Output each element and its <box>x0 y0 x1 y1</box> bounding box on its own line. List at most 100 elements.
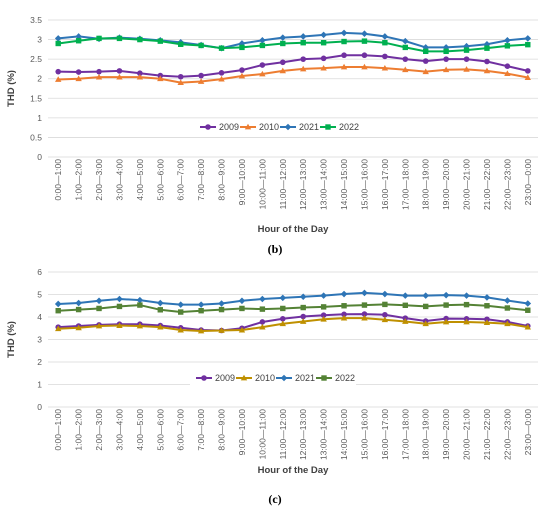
x-tick-label: 12:00—13:00 <box>298 409 308 460</box>
x-tick-label: 22:00—23:00 <box>502 159 512 210</box>
data-point <box>423 48 429 55</box>
data-point <box>157 323 164 330</box>
data-point <box>178 41 184 47</box>
series-line <box>58 303 528 314</box>
data-point <box>524 300 532 307</box>
data-point <box>279 67 286 74</box>
data-point <box>443 56 449 62</box>
data-point <box>340 63 348 70</box>
data-point <box>463 47 470 53</box>
data-point <box>382 311 388 318</box>
data-point <box>381 64 389 71</box>
y-tick-label: 6 <box>37 267 42 277</box>
x-axis-title: Hour of the Day <box>258 465 329 476</box>
data-point <box>463 292 470 299</box>
data-point <box>483 67 491 74</box>
legend-label: 2010 <box>259 122 279 132</box>
legend-marker <box>321 375 327 381</box>
legend-background <box>190 370 356 385</box>
data-point <box>136 322 144 329</box>
data-point <box>197 327 205 334</box>
y-tick-label: 4 <box>37 312 42 322</box>
data-point <box>320 40 327 46</box>
data-point <box>239 305 245 312</box>
chart-panel-c: 0 1 2 3 4 5 6 0:00—1:00 1:00—2:00 2:00—3:00 3:00—4… <box>6 267 538 506</box>
data-point <box>524 68 531 74</box>
data-point <box>300 313 307 320</box>
data-point <box>218 300 225 307</box>
data-point <box>320 64 327 71</box>
data-point <box>136 296 144 304</box>
data-point <box>137 302 143 308</box>
data-point <box>361 52 368 59</box>
x-tick-label: 5:00—6:00 <box>155 159 165 201</box>
data-point <box>54 300 62 308</box>
series-2010 <box>55 314 531 334</box>
data-point <box>96 68 102 75</box>
data-point <box>218 45 225 51</box>
y-tick-label: 2 <box>37 74 42 84</box>
data-point <box>55 76 62 82</box>
data-point <box>443 315 449 322</box>
x-tick-label: 19:00—20:00 <box>441 159 451 210</box>
x-tick-label: 6:00—7:00 <box>176 409 186 451</box>
x-tick-label: 13:00—14:00 <box>319 159 329 210</box>
data-point <box>299 33 307 40</box>
data-point <box>279 59 286 66</box>
x-tick-label: 3:00—4:00 <box>114 159 124 201</box>
legend-marker <box>284 123 292 131</box>
x-tick-label: 1:00—2:00 <box>74 159 84 201</box>
data-point <box>402 315 409 321</box>
data-point <box>75 306 82 313</box>
data-point <box>96 305 102 312</box>
x-tick-label: 16:00—17:00 <box>380 159 390 210</box>
x-tick-label: 2:00—3:00 <box>94 409 104 451</box>
data-point <box>341 303 347 309</box>
legend-label: 2021 <box>299 122 319 132</box>
data-point <box>381 290 389 298</box>
data-point <box>504 63 511 69</box>
x-tick-label: 3:00—4:00 <box>114 409 124 451</box>
data-point <box>198 42 204 49</box>
data-point <box>178 309 184 315</box>
data-point <box>54 35 62 42</box>
data-point <box>259 295 266 303</box>
x-tick-label: 23:00—0:00 <box>523 159 533 206</box>
legend-label: 2009 <box>215 373 235 383</box>
data-point <box>361 63 368 70</box>
chart-panel-b: 0 0.5 1 1.5 2 2.5 3 3.5 0:00—1:00 1:00—2:00 2:00—3… <box>6 15 538 256</box>
data-point <box>177 326 184 333</box>
series-line <box>58 54 529 78</box>
data-point <box>524 323 531 330</box>
data-point <box>483 319 491 326</box>
x-tick-label: 16:00—17:00 <box>380 409 390 460</box>
data-point <box>75 324 82 331</box>
data-point <box>96 35 102 42</box>
data-point <box>361 38 368 44</box>
x-axis-title: Hour of the Day <box>258 224 329 235</box>
legend-label: 2022 <box>339 122 359 132</box>
data-point <box>116 322 123 328</box>
data-point <box>300 40 306 46</box>
data-point <box>116 35 123 42</box>
data-point <box>300 304 306 311</box>
legend-item: 2010 <box>240 122 279 132</box>
data-point <box>55 68 62 75</box>
data-point <box>300 318 307 324</box>
data-point <box>75 75 82 82</box>
data-point <box>402 318 409 324</box>
y-tick-label: 1.5 <box>30 93 42 103</box>
data-point <box>198 308 204 314</box>
x-tick-label: 7:00—8:00 <box>196 409 206 451</box>
x-tick-label: 5:00—6:00 <box>155 409 165 451</box>
legend-marker <box>201 375 207 381</box>
x-tick-label: 17:00—18:00 <box>400 409 410 460</box>
data-point <box>259 306 266 312</box>
data-point <box>75 69 82 75</box>
data-point <box>299 293 307 301</box>
data-point <box>423 303 429 310</box>
data-point <box>157 75 164 82</box>
x-tick-label: 2:00—3:00 <box>94 159 104 201</box>
data-point <box>381 33 389 40</box>
